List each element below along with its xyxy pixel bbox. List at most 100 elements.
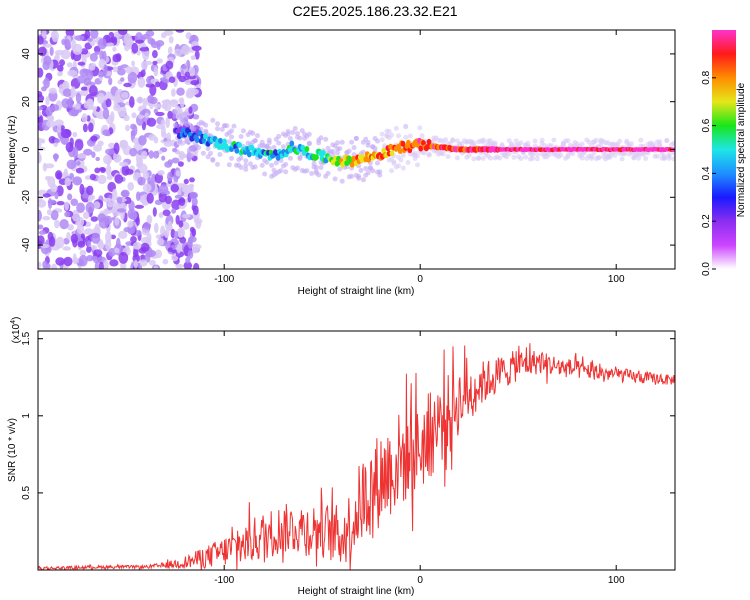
spectrogram-noise-cell bbox=[87, 98, 94, 109]
spectrogram-halo-cell bbox=[664, 138, 670, 144]
spectrogram-noise-cell bbox=[117, 67, 126, 76]
spectrogram-halo-cell bbox=[337, 166, 343, 172]
spectrogram-noise-cell bbox=[146, 232, 152, 243]
spectrogram-halo-cell bbox=[415, 153, 420, 159]
spectrogram-noise-cell bbox=[158, 212, 164, 219]
spectrogram-noise-cell bbox=[189, 177, 195, 183]
spectrogram-ridge-cell bbox=[314, 154, 319, 161]
spectrogram-halo-cell bbox=[360, 149, 366, 155]
spectrogram-noise-cell bbox=[58, 84, 64, 94]
spectrogram-halo-cell bbox=[208, 151, 213, 156]
spectrogram-halo-cell bbox=[177, 139, 183, 145]
spectrogram-noise-cell bbox=[38, 224, 44, 230]
spectrogram-noise-cell bbox=[142, 200, 148, 206]
spectrogram-noise-cell bbox=[45, 96, 50, 106]
spectrogram-noise-cell bbox=[163, 229, 170, 238]
spectrogram-halo-cell bbox=[393, 125, 399, 131]
spectrogram-halo-cell bbox=[654, 153, 660, 159]
spectrogram-halo-cell bbox=[313, 168, 319, 174]
spectrogram-noise-cell bbox=[112, 46, 117, 52]
spectrogram-halo-cell bbox=[264, 159, 270, 165]
spectrogram-halo-cell bbox=[440, 151, 446, 157]
spectrogram-noise-cell bbox=[120, 91, 129, 99]
spectrogram-halo-cell bbox=[638, 137, 644, 143]
spectrogram-halo-cell bbox=[398, 157, 404, 163]
spectrogram-halo-cell bbox=[403, 124, 409, 130]
spectrogram-halo-cell bbox=[273, 160, 279, 166]
spectrogram-noise-cell bbox=[175, 30, 185, 33]
spectrogram-noise-cell bbox=[38, 235, 45, 246]
spectrogram-noise-cell bbox=[181, 64, 187, 70]
spectrogram-halo-cell bbox=[229, 128, 235, 134]
spectrogram-noise-cell bbox=[81, 113, 88, 123]
spectrogram-halo-cell bbox=[276, 133, 282, 139]
spectrogram-noise-cell bbox=[165, 60, 174, 70]
spectrogram-noise-cell bbox=[140, 242, 150, 252]
spectrogram-noise-cell bbox=[158, 184, 169, 195]
spectrogram-noise-cell bbox=[167, 247, 173, 252]
spectrogram-noise-cell bbox=[42, 216, 51, 221]
spectrogram-halo-cell bbox=[400, 165, 406, 171]
spectrogram-noise-cell bbox=[167, 46, 173, 55]
spectrogram-halo-cell bbox=[405, 160, 411, 165]
spectrogram-noise-cell bbox=[38, 110, 42, 118]
spectrogram-halo-cell bbox=[426, 152, 432, 157]
spectrogram-noise-cell bbox=[178, 197, 186, 206]
spectrogram-halo-cell bbox=[365, 140, 371, 145]
spectrogram-halo-cell bbox=[450, 138, 456, 143]
spectrogram-noise-cell bbox=[154, 222, 159, 234]
spectrogram-noise-cell bbox=[103, 259, 109, 269]
spectrogram-noise-cell bbox=[135, 191, 141, 201]
spectrogram-noise-cell bbox=[85, 201, 95, 214]
spectrogram-noise-cell bbox=[94, 223, 101, 236]
spectrogram-halo-cell bbox=[629, 141, 634, 147]
spectrogram-halo-cell bbox=[311, 161, 317, 167]
spectrogram-noise-cell bbox=[193, 262, 200, 269]
spectrogram-noise-cell bbox=[123, 114, 130, 122]
colorbar-axis: 0.0 0.2 0.4 0.6 0.8 bbox=[701, 70, 716, 276]
spectrogram-noise-cell bbox=[38, 230, 46, 235]
snr-series-line bbox=[38, 343, 675, 570]
spectrogram-noise-cell bbox=[66, 232, 71, 240]
spectrogram-noise-cell bbox=[113, 151, 120, 163]
spectrogram-halo-cell bbox=[358, 168, 364, 173]
spectrogram-halo-cell bbox=[269, 162, 275, 168]
spectrogram-noise-cell bbox=[74, 35, 85, 41]
spectrogram-halo-cell bbox=[579, 141, 585, 147]
spectrogram-noise-cell bbox=[83, 148, 93, 156]
spectrogram-noise-cell bbox=[183, 261, 193, 269]
spectrogram-ridge-cell bbox=[344, 160, 350, 167]
spectrogram-halo-cell bbox=[565, 138, 571, 144]
spectrogram-noise-cell bbox=[88, 64, 96, 71]
spectrogram-halo-cell bbox=[379, 131, 385, 137]
spectrogram-noise-cell bbox=[131, 42, 139, 54]
spectrogram-noise-cell bbox=[162, 258, 169, 265]
spectrogram-noise-cell bbox=[60, 128, 71, 139]
spectrogram-x-label: Height of straight line (km) bbox=[298, 286, 415, 297]
spectrogram-noise-cell bbox=[154, 249, 163, 259]
snr-y-tick-label: 0.5 bbox=[21, 486, 32, 500]
spectrogram-x-tick-label: 100 bbox=[608, 274, 625, 285]
spectrogram-noise-cell bbox=[127, 220, 134, 228]
spectrogram-halo-cell bbox=[657, 142, 663, 148]
spectrogram-halo-cell bbox=[318, 165, 324, 170]
spectrogram-noise-cell bbox=[67, 193, 73, 201]
spectrogram-halo-cell bbox=[297, 156, 303, 162]
spectrogram-noise-cell bbox=[89, 245, 98, 250]
spectrogram-halo-cell bbox=[356, 173, 362, 179]
spectrogram-noise-cell bbox=[131, 60, 136, 67]
spectrogram-noise-cell bbox=[98, 71, 104, 78]
snr-y-tick-label: 1.5 bbox=[21, 331, 32, 345]
spectrogram-noise-cell bbox=[142, 97, 147, 110]
spectrogram-halo-cell bbox=[565, 154, 571, 160]
spectrogram-noise-cell bbox=[164, 195, 172, 205]
spectrogram-noise-cell bbox=[155, 81, 161, 88]
spectrogram-halo-cell bbox=[379, 137, 385, 143]
spectrogram-noise-cell bbox=[123, 82, 132, 88]
spectrogram-ridge-cell bbox=[397, 148, 403, 154]
spectrogram-noise-cell bbox=[84, 30, 91, 40]
spectrogram-noise-cell bbox=[189, 226, 195, 233]
spectrogram-noise-cell bbox=[105, 164, 112, 177]
spectrogram-halo-cell bbox=[266, 145, 272, 151]
